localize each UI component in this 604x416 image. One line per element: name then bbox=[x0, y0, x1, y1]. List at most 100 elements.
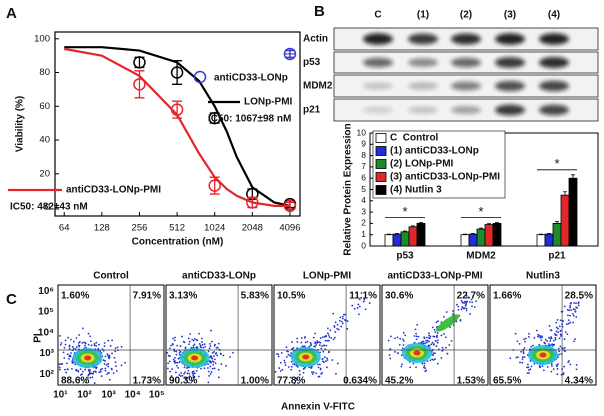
event-dot bbox=[412, 362, 415, 365]
event-dot bbox=[106, 373, 109, 376]
event-dot bbox=[336, 327, 339, 330]
bar bbox=[560, 194, 570, 247]
legend-label: (3) antiCD33-LONp-PMI bbox=[390, 172, 500, 183]
event-dot bbox=[192, 374, 195, 377]
bar bbox=[384, 234, 394, 247]
event-dot bbox=[317, 366, 320, 369]
event-dot bbox=[211, 340, 213, 343]
event-dot bbox=[535, 329, 538, 332]
event-cloud bbox=[387, 295, 477, 373]
legend-swatch bbox=[375, 172, 387, 182]
event-dot bbox=[566, 308, 569, 311]
event-dot bbox=[424, 342, 426, 345]
event-dot bbox=[445, 346, 447, 349]
event-dot bbox=[71, 346, 74, 348]
event-dot bbox=[529, 368, 532, 371]
event-dot bbox=[89, 340, 92, 343]
event-dot bbox=[425, 341, 428, 344]
error-bar bbox=[395, 233, 399, 235]
event-dot bbox=[436, 332, 439, 334]
event-dot bbox=[202, 346, 205, 349]
event-dot bbox=[211, 351, 214, 354]
event-dot bbox=[172, 358, 175, 361]
error-bar bbox=[479, 227, 483, 230]
event-dot bbox=[567, 314, 569, 317]
event-dot bbox=[67, 336, 69, 339]
event-dot bbox=[445, 311, 448, 313]
event-dot bbox=[559, 333, 562, 336]
protein-label: p53 bbox=[303, 57, 321, 68]
event-dot bbox=[553, 343, 556, 346]
blot-band bbox=[363, 57, 393, 68]
event-dot bbox=[572, 314, 575, 317]
event-dot bbox=[89, 376, 92, 379]
event-dot bbox=[556, 327, 559, 330]
event-cloud bbox=[274, 292, 371, 385]
event-dot bbox=[213, 355, 215, 357]
blot-band bbox=[539, 80, 569, 92]
data-point bbox=[283, 199, 297, 213]
density-contour bbox=[302, 354, 310, 360]
event-dot bbox=[285, 346, 288, 349]
event-dot bbox=[551, 365, 553, 367]
event-dot bbox=[290, 352, 293, 355]
event-dot bbox=[208, 347, 211, 350]
quadrant-percent: 11.1% bbox=[349, 291, 377, 302]
event-dot bbox=[290, 368, 293, 371]
event-dot bbox=[298, 373, 301, 376]
event-dot bbox=[84, 381, 87, 384]
event-dot bbox=[79, 368, 82, 370]
event-dot bbox=[428, 344, 431, 347]
event-dot bbox=[111, 339, 114, 342]
event-dot bbox=[304, 341, 307, 344]
event-dot bbox=[314, 342, 317, 345]
event-dot bbox=[301, 337, 303, 339]
error-bar bbox=[495, 222, 499, 224]
event-dot bbox=[402, 331, 405, 334]
event-dot bbox=[81, 341, 84, 344]
event-dot bbox=[336, 362, 339, 365]
event-dot bbox=[192, 376, 195, 379]
event-dot bbox=[193, 372, 196, 375]
data-point bbox=[170, 66, 184, 79]
event-dot bbox=[528, 332, 530, 335]
event-dot bbox=[558, 350, 561, 353]
event-dot bbox=[334, 321, 337, 324]
blot-band bbox=[451, 105, 481, 115]
event-dot bbox=[193, 337, 196, 340]
quadrant-percent: 10.5% bbox=[277, 291, 305, 302]
event-dot bbox=[193, 343, 196, 346]
density-contour bbox=[413, 350, 421, 356]
event-dot bbox=[222, 354, 225, 357]
y-axis-label: PI bbox=[33, 333, 44, 343]
event-dot bbox=[423, 337, 426, 340]
legend-label: LONp-PMI bbox=[244, 97, 293, 108]
bar bbox=[544, 233, 554, 247]
event-dot bbox=[575, 316, 578, 318]
event-dot bbox=[290, 365, 293, 368]
event-dot bbox=[464, 300, 467, 303]
blot-band bbox=[408, 58, 438, 67]
event-dot bbox=[389, 348, 392, 350]
event-dot bbox=[71, 368, 73, 370]
event-dot bbox=[332, 338, 335, 341]
event-dot bbox=[308, 366, 311, 369]
event-dot bbox=[342, 317, 344, 320]
legend-label: (4) Nutlin 3 bbox=[390, 185, 442, 196]
event-dot bbox=[283, 359, 286, 362]
event-dot bbox=[198, 332, 201, 335]
event-dot bbox=[311, 371, 313, 373]
event-dot bbox=[107, 363, 110, 365]
event-dot bbox=[74, 348, 77, 351]
x-tick-label: 10¹ bbox=[53, 390, 68, 401]
event-dot bbox=[232, 351, 234, 354]
blot-band bbox=[539, 104, 569, 116]
event-dot bbox=[468, 301, 471, 303]
event-dot bbox=[551, 343, 554, 346]
event-dot bbox=[197, 375, 200, 378]
event-dot bbox=[209, 361, 212, 364]
event-dot bbox=[184, 377, 187, 380]
event-dot bbox=[549, 340, 552, 342]
event-dot bbox=[396, 336, 399, 339]
event-dot bbox=[313, 345, 316, 348]
